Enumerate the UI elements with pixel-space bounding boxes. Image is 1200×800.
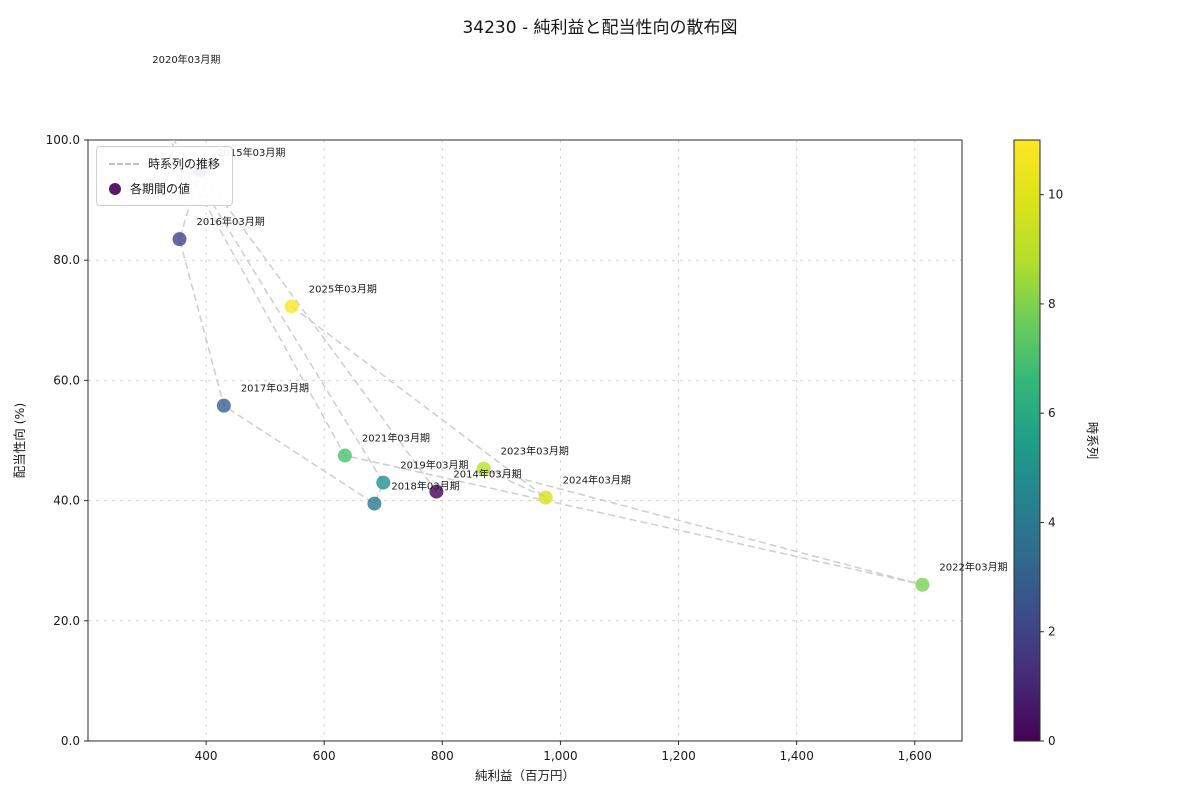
point-label: 2020年03月期 — [152, 53, 220, 66]
colorbar-label: 時系列 — [1085, 422, 1100, 460]
y-tick-label: 60.0 — [53, 373, 80, 387]
point-label: 2017年03月期 — [241, 382, 309, 395]
data-point — [337, 448, 352, 463]
x-tick-label: 800 — [431, 749, 454, 763]
marker-swatch-icon — [109, 182, 121, 195]
y-tick-label: 80.0 — [53, 253, 80, 267]
point-label: 2015年03月期 — [217, 146, 285, 159]
point-label: 2024年03月期 — [563, 474, 631, 487]
point-label: 2016年03月期 — [197, 215, 265, 228]
point-label: 2022年03月期 — [939, 561, 1007, 574]
colorbar-tick-label: 10 — [1048, 188, 1063, 202]
x-tick-label: 1,000 — [543, 749, 577, 763]
x-tick-label: 1,600 — [898, 749, 932, 763]
y-tick-label: 20.0 — [53, 614, 80, 628]
data-point — [367, 496, 382, 511]
point-label: 2023年03月期 — [501, 445, 569, 458]
legend-item-line: 時系列の推移 — [109, 155, 220, 172]
legend-label-marker: 各期間の値 — [130, 182, 191, 196]
x-tick-label: 1,200 — [661, 749, 695, 763]
timeseries-line — [169, 140, 923, 586]
plot-border — [87, 139, 963, 742]
data-point — [476, 461, 491, 476]
x-tick-label: 600 — [313, 749, 336, 763]
data-point — [172, 232, 187, 247]
colorbar-gradient — [1014, 140, 1040, 741]
point-label: 2018年03月期 — [391, 480, 459, 493]
legend-label-line: 時系列の推移 — [148, 157, 221, 171]
y-axis-label: 配当性向 (%) — [12, 403, 27, 479]
point-label: 2021年03月期 — [362, 432, 430, 445]
data-point — [216, 398, 231, 413]
point-label: 2025年03月期 — [309, 282, 377, 295]
y-tick-label: 0.0 — [61, 734, 80, 748]
colorbar-tick-label: 8 — [1048, 297, 1056, 311]
data-point — [376, 475, 391, 490]
x-tick-label: 400 — [195, 749, 218, 763]
colorbar-tick-label: 0 — [1048, 734, 1056, 748]
data-point — [284, 299, 299, 314]
y-tick-label: 100.0 — [46, 133, 80, 147]
x-tick-label: 1,400 — [779, 749, 813, 763]
data-point — [429, 484, 444, 499]
dashed-line-swatch-icon — [109, 162, 139, 165]
data-point — [915, 577, 930, 592]
legend: 時系列の推移 各期間の値 — [96, 146, 234, 206]
point-label: 2019年03月期 — [400, 459, 468, 472]
legend-item-marker: 各期間の値 — [109, 180, 220, 197]
colorbar-tick-label: 2 — [1048, 625, 1056, 639]
y-tick-label: 40.0 — [53, 494, 80, 508]
colorbar-tick-label: 6 — [1048, 406, 1056, 420]
x-axis-label: 純利益（百万円） — [475, 768, 575, 783]
colorbar-border — [1013, 139, 1041, 742]
data-point — [128, 70, 142, 84]
data-point — [538, 490, 553, 505]
colorbar-tick-label: 4 — [1048, 515, 1056, 529]
point-label: 2014年03月期 — [453, 468, 521, 481]
chart-title: 34230 - 純利益と配当性向の散布図 — [462, 18, 738, 38]
